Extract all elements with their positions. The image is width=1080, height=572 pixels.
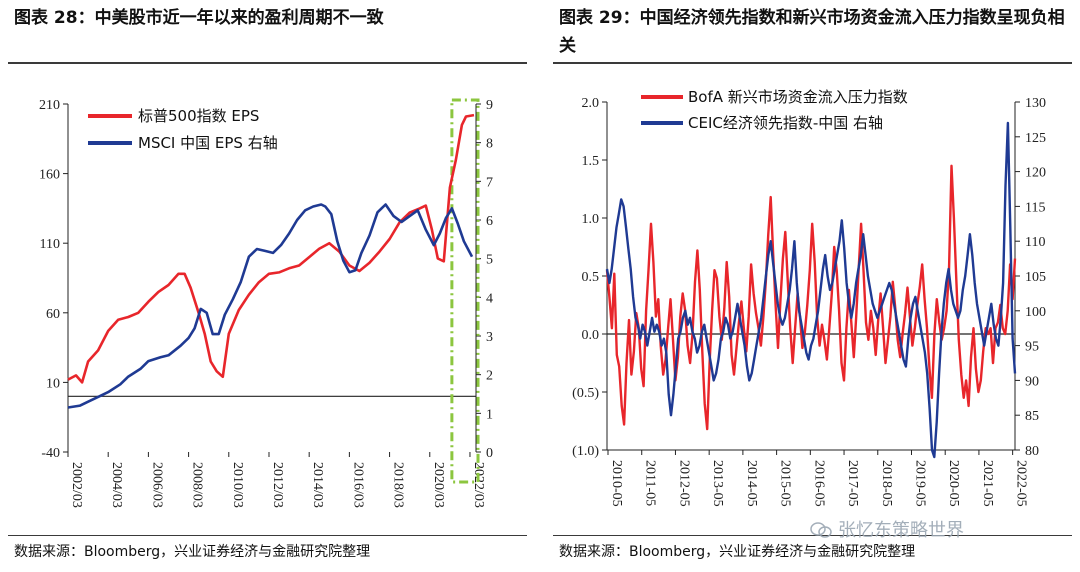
y-right-tick-label: 95 — [1025, 340, 1039, 355]
x-tick-label: 2019-05 — [912, 460, 927, 507]
x-tick-label: 2017-05 — [845, 460, 860, 507]
x-tick-label: 2012/03 — [270, 462, 285, 508]
x-tick-label: 2022-05 — [1014, 460, 1029, 507]
legend-label-1: MSCI 中国 EPS 右轴 — [138, 134, 278, 152]
y-right-tick-label: 90 — [1025, 374, 1039, 389]
x-tick-label: 2022/03 — [471, 462, 486, 508]
right-figure-title: 图表 29：中国经济领先指数和新兴市场资金流入压力指数呈现负相关 — [559, 8, 1065, 56]
left-top-rule — [8, 62, 527, 64]
y-left-tick-label: -40 — [41, 446, 60, 461]
y-right-tick-label: 9 — [486, 98, 493, 113]
x-tick-label: 2010-05 — [609, 460, 624, 507]
right-source-note: 数据来源：Bloomberg，兴业证券经济与金融研究院整理 — [559, 544, 916, 560]
x-tick-label: 2013-05 — [710, 460, 725, 507]
y-left-tick-label: 2.0 — [582, 96, 600, 111]
watermark: 张忆东策略世界 — [810, 516, 964, 542]
x-tick-label: 2020/03 — [431, 462, 446, 508]
y-left-tick-label: 0.5 — [582, 270, 600, 285]
watermark-text: 张忆东策略世界 — [838, 520, 964, 541]
y-right-tick-label: 85 — [1025, 409, 1039, 424]
right-top-rule — [553, 62, 1072, 64]
y-right-tick-label: 110 — [1025, 235, 1045, 250]
x-tick-label: 2004/03 — [109, 462, 124, 508]
x-tick-label: 2006/03 — [149, 462, 164, 508]
y-left-tick-label: (1.0) — [572, 444, 599, 459]
y-left-tick-label: 1.0 — [582, 212, 600, 227]
legend-label-0: BofA 新兴市场资金流入压力指数 — [688, 88, 908, 106]
y-right-tick-label: 120 — [1025, 166, 1046, 181]
x-tick-label: 2010/03 — [230, 462, 245, 508]
y-right-tick-label: 3 — [486, 330, 493, 345]
left-bottom-rule — [8, 535, 527, 536]
right-bottom-rule — [553, 535, 1072, 536]
y-left-tick-label: 60 — [46, 307, 60, 322]
x-tick-label: 2018/03 — [391, 462, 406, 508]
legend-label-1: CEIC经济领先指数-中国 右轴 — [688, 114, 883, 132]
y-right-tick-label: 105 — [1025, 270, 1046, 285]
y-left-tick-label: 210 — [39, 98, 60, 113]
left-figure-panel: 图表 28：中美股市近一年以来的盈利周期不一致 -40 10 60 110 160 210… — [0, 0, 535, 572]
y-left-tick-label: 0.0 — [582, 328, 600, 343]
y-right-tick-label: 80 — [1025, 444, 1039, 459]
legend-label-0: 标普500指数 EPS — [138, 107, 259, 125]
msci-china-eps-line — [67, 203, 474, 409]
x-tick-label: 2018-05 — [879, 460, 894, 507]
x-tick-label: 2014/03 — [310, 462, 325, 508]
y-right-tick-label: 115 — [1025, 200, 1045, 215]
y-left-tick-label: 10 — [46, 376, 60, 391]
x-tick-label: 2011-05 — [643, 460, 658, 506]
x-tick-label: 2016-05 — [811, 460, 826, 507]
x-tick-label: 2014-05 — [744, 460, 759, 507]
sp500-eps-line — [67, 113, 475, 384]
y-right-tick-label: 8 — [486, 137, 493, 152]
x-tick-label: 2015-05 — [778, 460, 793, 507]
y-left-tick-label: 160 — [39, 168, 60, 183]
y-right-tick-label: 1 — [486, 407, 493, 422]
right-chart: (1.0) (0.5) 0.0 0.5 1.0 1.5 2.0 80 85 90 95 100 105 1… — [572, 88, 1046, 507]
y-right-tick-label: 100 — [1025, 305, 1046, 320]
y-right-tick-label: 6 — [486, 214, 493, 229]
y-right-tick-label: 2 — [486, 369, 493, 384]
x-tick-label: 2021-05 — [980, 460, 995, 507]
y-right-tick-label: 130 — [1025, 96, 1046, 111]
left-figure-title: 图表 28：中美股市近一年以来的盈利周期不一致 — [14, 8, 384, 28]
wechat-icon — [810, 522, 832, 538]
right-figure-panel: 图表 29：中国经济领先指数和新兴市场资金流入压力指数呈现负相关 (1.0) (0… — [545, 0, 1080, 572]
y-right-tick-label: 125 — [1025, 131, 1046, 146]
x-tick-label: 2016/03 — [350, 462, 365, 508]
y-left-tick-label: 110 — [40, 237, 60, 252]
x-tick-label: 2020-05 — [946, 460, 961, 507]
y-right-tick-label: 4 — [486, 291, 493, 306]
x-tick-label: 2012-05 — [676, 460, 691, 507]
y-right-tick-label: 7 — [486, 175, 493, 190]
y-right-tick-label: 0 — [486, 446, 493, 461]
ceic-leading-index-line — [605, 121, 1017, 459]
y-left-tick-label: (0.5) — [572, 386, 599, 401]
highlight-box — [450, 98, 480, 484]
left-chart: -40 10 60 110 160 210 0 1 2 3 4 5 6 7 8 9 2002/03 2004/03… — [39, 98, 493, 508]
x-tick-label: 2002/03 — [69, 462, 84, 508]
y-left-tick-label: 1.5 — [582, 154, 600, 169]
y-right-tick-label: 5 — [486, 253, 493, 268]
left-source-note: 数据来源：Bloomberg，兴业证券经济与金融研究院整理 — [14, 544, 371, 560]
x-tick-label: 2008/03 — [190, 462, 205, 508]
